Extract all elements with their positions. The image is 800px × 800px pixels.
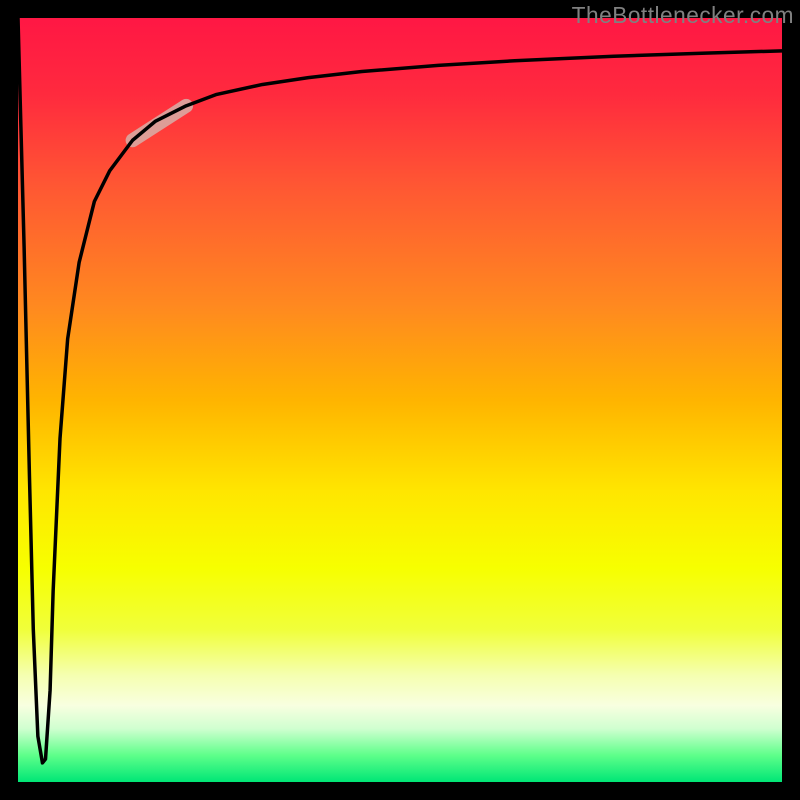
chart-svg xyxy=(0,0,800,800)
chart-stage: TheBottlenecker.com xyxy=(0,0,800,800)
